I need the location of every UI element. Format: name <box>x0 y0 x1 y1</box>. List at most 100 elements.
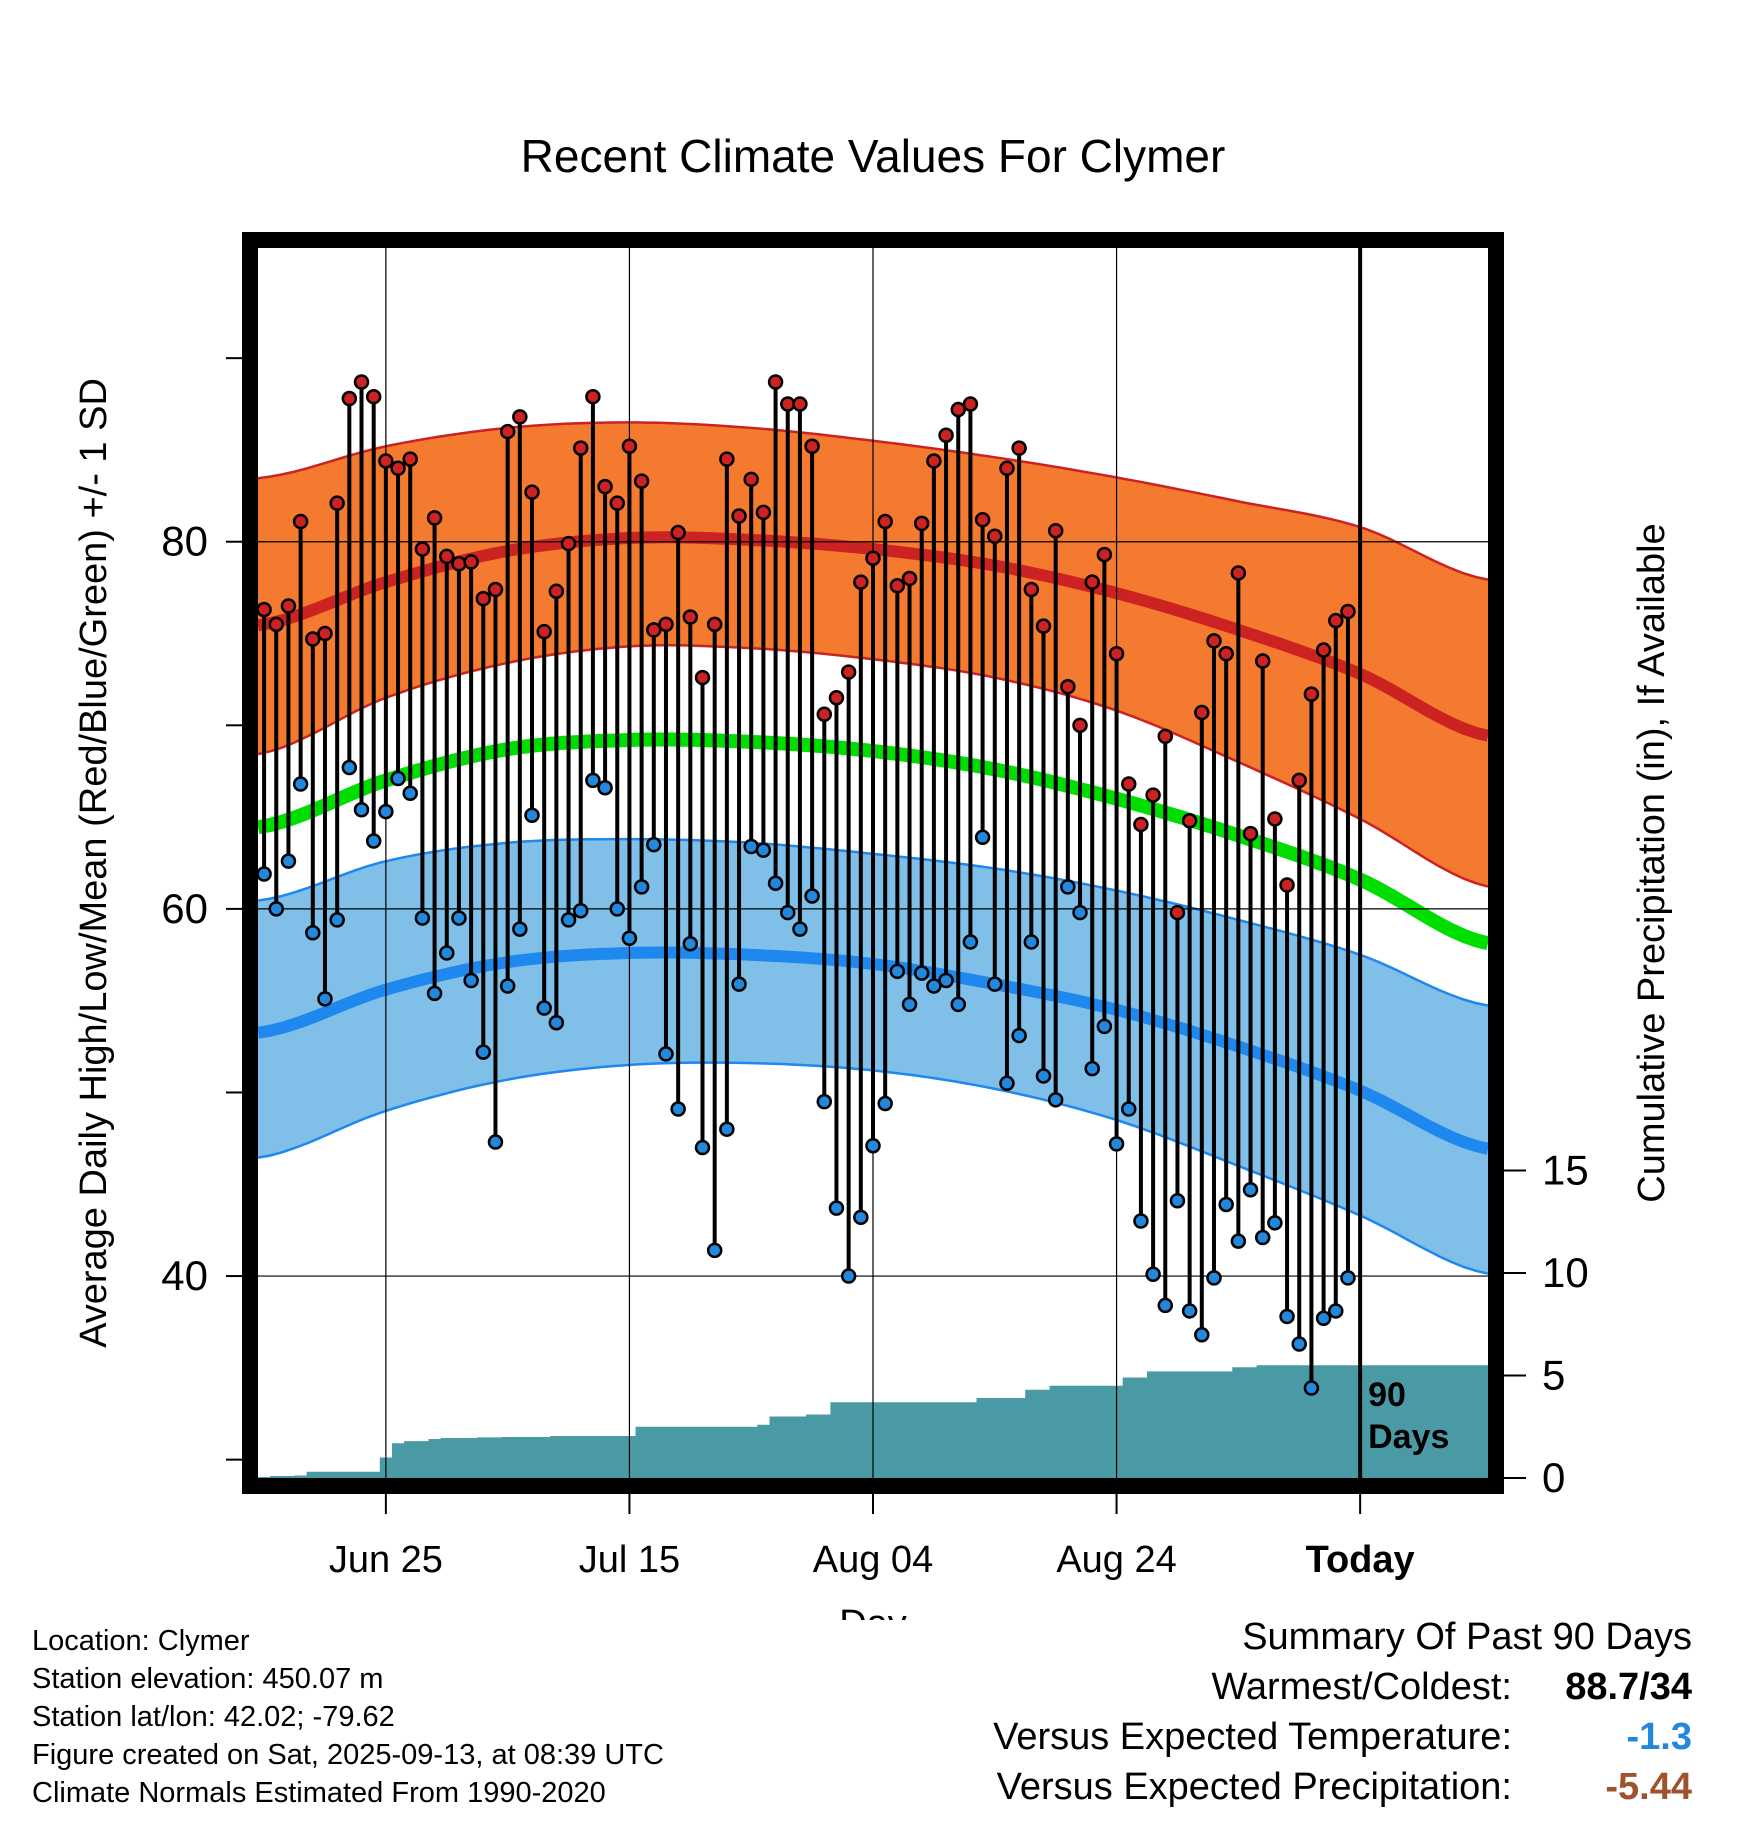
x-axis-label: Day <box>839 1603 907 1620</box>
daily-high-point <box>816 706 833 723</box>
daily-high-point <box>512 409 528 425</box>
daily-high-point <box>840 664 857 680</box>
daily-high-point <box>258 601 272 618</box>
y2-tick-label: 0 <box>1542 1454 1565 1501</box>
daily-low-point <box>353 802 370 818</box>
daily-low-point <box>755 842 772 858</box>
daily-low-point <box>1145 1266 1161 1282</box>
daily-high-point <box>962 396 979 412</box>
daily-low-point <box>390 770 406 787</box>
daily-high-point <box>1242 825 1259 842</box>
daily-high-point <box>682 609 699 625</box>
elevation-text: Station elevation: 450.07 m <box>32 1663 384 1695</box>
daily-high-point <box>292 513 309 530</box>
daily-high-point <box>621 438 638 455</box>
daily-high-point <box>1169 904 1186 921</box>
daily-low-point <box>719 1121 735 1137</box>
daily-high-point <box>1303 686 1320 702</box>
daily-high-point <box>353 374 370 390</box>
daily-low-point <box>414 910 431 926</box>
daily-low-point <box>1291 1336 1307 1352</box>
daily-high-point <box>524 484 540 500</box>
daily-low-point <box>1328 1303 1344 1319</box>
y2-axis-label: Cumulative Precipitation (in), If Availa… <box>1631 523 1673 1202</box>
warmest-label: Warmest/Coldest: <box>1211 1666 1512 1708</box>
daily-high-point <box>268 616 285 633</box>
daily-high-point <box>329 495 345 511</box>
daily-low-point <box>268 901 285 917</box>
daily-low-point <box>402 785 418 801</box>
temp-label: Versus Expected Temperature: <box>993 1716 1512 1758</box>
daily-low-point <box>365 833 382 849</box>
daily-low-point <box>1035 1068 1052 1084</box>
daily-high-point <box>1120 776 1137 792</box>
daily-high-point <box>938 427 954 444</box>
daily-low-point <box>999 1075 1015 1092</box>
daily-high-point <box>426 510 443 526</box>
daily-high-point <box>633 473 650 489</box>
daily-low-point <box>1047 1092 1064 1108</box>
daily-high-point <box>572 440 589 456</box>
daily-high-point <box>390 460 406 477</box>
station-info: Location: Clymer Station elevation: 450.… <box>32 1622 664 1812</box>
location-text: Location: Clymer <box>32 1625 250 1657</box>
daily-low-point <box>913 965 930 981</box>
today-days-label-text: Days <box>1368 1418 1449 1456</box>
daily-low-point <box>1194 1327 1210 1343</box>
daily-low-point <box>475 1044 492 1060</box>
daily-low-point <box>780 904 796 921</box>
daily-low-point <box>804 888 820 904</box>
daily-high-point <box>913 515 930 532</box>
daily-low-point <box>292 776 309 792</box>
daily-low-point <box>658 1046 674 1062</box>
daily-low-point <box>560 912 577 928</box>
daily-high-point <box>731 508 747 524</box>
normals-text: Climate Normals Estimated From 1990-2020 <box>32 1777 606 1809</box>
daily-low-point <box>767 875 784 891</box>
warmest-value: 88.7/34 <box>1565 1666 1692 1708</box>
daily-low-point <box>1060 879 1076 895</box>
daily-low-point <box>1084 1060 1100 1077</box>
daily-low-point <box>487 1134 504 1150</box>
x-tick-label: Jul 15 <box>579 1539 680 1581</box>
daily-low-point <box>597 779 613 796</box>
daily-low-point <box>305 925 321 941</box>
daily-high-point <box>694 669 711 686</box>
daily-high-point <box>1279 877 1295 893</box>
x-tick-label: Aug 04 <box>813 1539 933 1581</box>
daily-low-point <box>840 1268 857 1284</box>
daily-low-point <box>1218 1196 1234 1213</box>
daily-high-point <box>609 495 626 511</box>
daily-high-point <box>1023 581 1040 598</box>
y-tick-label: 40 <box>161 1252 208 1299</box>
daily-low-point <box>865 1137 881 1154</box>
plot-area: 90 Days <box>258 248 1488 1478</box>
daily-high-point <box>1181 813 1198 829</box>
daily-low-point <box>816 1093 833 1110</box>
climate-chart: 90 Days 40 60 80 0 5 10 15 Jun 25 Jul 15 Aug 04 Aug … <box>73 130 1673 1620</box>
daily-high-point <box>1328 612 1344 629</box>
y2-tick-label: 10 <box>1542 1249 1589 1296</box>
daily-low-point <box>1157 1297 1174 1314</box>
daily-high-point <box>1315 642 1332 658</box>
daily-high-point <box>877 513 893 530</box>
daily-low-point <box>1023 934 1040 950</box>
daily-low-point <box>585 772 601 789</box>
daily-high-point <box>743 471 759 488</box>
daily-low-point <box>731 976 747 992</box>
daily-high-point <box>1060 679 1076 695</box>
daily-high-point <box>1218 645 1234 662</box>
daily-low-point <box>1267 1215 1283 1231</box>
today-days-label-number: 90 <box>1368 1376 1406 1414</box>
daily-low-point <box>1340 1270 1356 1286</box>
daily-high-point <box>487 581 504 598</box>
daily-low-point <box>889 963 906 980</box>
daily-low-point <box>572 902 589 919</box>
daily-high-point <box>317 625 333 642</box>
daily-low-point <box>1169 1193 1186 1209</box>
daily-high-point <box>585 388 601 405</box>
daily-high-point <box>767 374 784 390</box>
plot-frame <box>242 232 1504 1494</box>
daily-high-point <box>1072 717 1088 734</box>
daily-high-point <box>706 616 723 633</box>
